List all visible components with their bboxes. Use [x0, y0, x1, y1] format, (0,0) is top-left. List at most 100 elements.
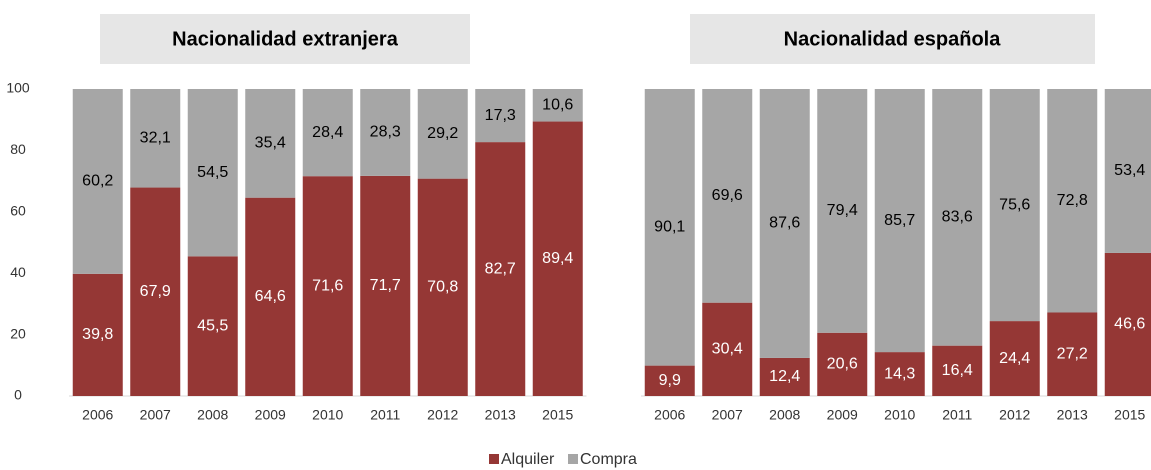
x-tick-label: 2009: [255, 407, 286, 423]
bar-segment: [817, 332, 868, 396]
bar-segment: [417, 178, 468, 396]
bar-segment: [187, 89, 238, 257]
x-tick-label: 2011: [370, 407, 400, 423]
data-label: 90,1: [654, 219, 685, 236]
x-tick-label: 2008: [769, 407, 800, 423]
x-tick-label: 2015: [542, 407, 573, 423]
data-label: 28,4: [312, 124, 343, 141]
bar-segment: [1047, 312, 1098, 396]
bar-segment: [644, 365, 695, 396]
legend-label: Compra: [580, 451, 637, 468]
data-label: 12,4: [769, 368, 800, 385]
x-tick-label: 2010: [312, 407, 343, 423]
title-box: [690, 14, 1095, 64]
data-label: 10,6: [542, 96, 573, 113]
x-tick-label: 2011: [942, 407, 972, 423]
bar-segment: [302, 89, 353, 177]
data-label: 29,2: [427, 125, 458, 142]
bar-segment: [130, 89, 181, 188]
bar-segment: [874, 352, 925, 396]
x-tick-label: 2015: [1114, 407, 1145, 423]
data-label: 87,6: [769, 215, 800, 232]
bar-segment: [989, 321, 1040, 396]
bar-segment: [360, 89, 411, 176]
x-tick-label: 2012: [427, 407, 458, 423]
x-tick-label: 2007: [140, 407, 171, 423]
y-tick-label: 0: [14, 387, 22, 403]
y-tick-label: 80: [10, 141, 26, 157]
data-label: 79,4: [827, 202, 858, 219]
data-label: 30,4: [712, 341, 743, 358]
data-label: 82,7: [485, 260, 516, 277]
data-label: 14,3: [884, 365, 915, 382]
bar-segment: [874, 89, 925, 353]
bar-segment: [245, 89, 296, 198]
bar-segment: [130, 187, 181, 396]
bar-segment: [1104, 89, 1151, 253]
title-box: [100, 14, 470, 64]
data-label: 70,8: [427, 279, 458, 296]
bar-segment: [702, 89, 753, 303]
data-label: 60,2: [82, 173, 113, 190]
legend-swatch: [568, 454, 578, 464]
bar-segment: [245, 197, 296, 396]
chart-title: Nacionalidad española: [784, 28, 1002, 50]
bar-segment: [532, 89, 583, 122]
x-tick-label: 2010: [884, 407, 915, 423]
x-tick-label: 2008: [197, 407, 228, 423]
bar-segment: [702, 302, 753, 396]
bar-segment: [932, 345, 983, 396]
y-tick-label: 100: [6, 80, 30, 96]
y-tick-label: 40: [10, 264, 26, 280]
bar-segment: [759, 357, 810, 396]
data-label: 83,6: [942, 209, 973, 226]
bar-segment: [417, 89, 468, 179]
data-label: 89,4: [542, 250, 573, 267]
bar-segment: [1047, 89, 1098, 313]
data-label: 20,6: [827, 356, 858, 373]
data-label: 46,6: [1114, 316, 1145, 333]
bar-segment: [759, 89, 810, 358]
bar-segment: [72, 273, 123, 396]
data-label: 35,4: [255, 135, 286, 152]
data-label: 69,6: [712, 187, 743, 204]
bar-segment: [475, 142, 526, 396]
x-tick-label: 2009: [827, 407, 858, 423]
legend-label: Alquiler: [501, 451, 555, 468]
bar-segment: [72, 89, 123, 274]
data-label: 17,3: [485, 107, 516, 124]
x-tick-label: 2013: [1057, 407, 1088, 423]
bar-segment: [817, 89, 868, 333]
x-tick-label: 2012: [999, 407, 1030, 423]
data-label: 16,4: [942, 362, 973, 379]
bar-segment: [532, 121, 583, 397]
x-tick-label: 2007: [712, 407, 743, 423]
data-label: 85,7: [884, 212, 915, 229]
x-tick-label: 2013: [485, 407, 516, 423]
y-tick-label: 60: [10, 203, 26, 219]
x-tick-label: 2006: [654, 407, 685, 423]
data-label: 75,6: [999, 196, 1030, 213]
data-label: 53,4: [1114, 162, 1145, 179]
bar-segment: [989, 89, 1040, 322]
data-label: 9,9: [659, 372, 681, 389]
data-label: 27,2: [1057, 345, 1088, 362]
x-tick-label: 2006: [82, 407, 113, 423]
data-label: 54,5: [197, 164, 228, 181]
data-label: 24,4: [999, 350, 1030, 367]
data-label: 32,1: [140, 129, 171, 146]
legend-swatch: [489, 454, 499, 464]
chart-title: Nacionalidad extranjera: [172, 28, 399, 50]
bar-segment: [1104, 252, 1151, 396]
data-label: 64,6: [255, 288, 286, 305]
bar-segment: [187, 256, 238, 396]
data-label: 72,8: [1057, 192, 1088, 209]
bar-segment: [475, 89, 526, 143]
data-label: 71,7: [370, 277, 401, 294]
bar-segment: [644, 89, 695, 366]
y-tick-label: 20: [10, 325, 26, 341]
data-label: 67,9: [140, 283, 171, 300]
data-label: 39,8: [82, 326, 113, 343]
data-label: 28,3: [370, 124, 401, 141]
bar-segment: [932, 89, 983, 346]
